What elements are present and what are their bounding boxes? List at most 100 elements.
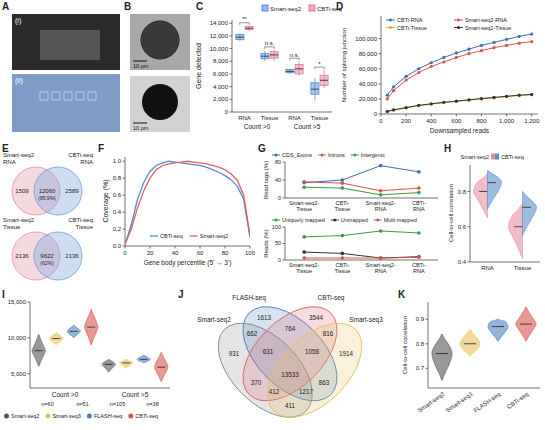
point bbox=[379, 256, 383, 260]
point bbox=[386, 110, 389, 113]
y-axis-title: Gene detected bbox=[195, 43, 202, 89]
point bbox=[518, 94, 521, 97]
x-tick bbox=[175, 246, 176, 249]
x-tick-label: 100 bbox=[245, 250, 256, 256]
violin bbox=[474, 174, 488, 218]
violin bbox=[85, 309, 98, 345]
point bbox=[480, 97, 483, 100]
y-axis-title: Read tags (%) bbox=[263, 161, 269, 199]
x-axis-title: Downsampled reads bbox=[430, 127, 490, 135]
legend-label: Introns bbox=[328, 152, 345, 158]
legend-swatch bbox=[495, 154, 499, 160]
y-tick bbox=[28, 373, 31, 374]
text-line: Tissue bbox=[76, 224, 94, 230]
point bbox=[417, 231, 421, 235]
violin bbox=[488, 319, 508, 341]
text-line: Smart-seq2 bbox=[3, 152, 35, 158]
photo-detail bbox=[64, 92, 72, 100]
set-label: CBTi-seqRNA bbox=[68, 152, 93, 165]
y-tick bbox=[426, 343, 429, 344]
text-line: RNA bbox=[413, 206, 425, 212]
text-line: RNA bbox=[375, 206, 387, 212]
y-tick-label: 8,000 bbox=[213, 58, 229, 64]
series-line bbox=[125, 161, 250, 244]
y-tick bbox=[230, 112, 233, 113]
text-line: RNA bbox=[80, 159, 93, 165]
point bbox=[430, 65, 433, 68]
y-axis bbox=[428, 302, 429, 388]
point bbox=[455, 100, 458, 103]
point bbox=[455, 51, 458, 54]
legend-marker bbox=[389, 26, 392, 29]
y-axis bbox=[30, 302, 31, 388]
box bbox=[261, 54, 269, 59]
legend-label: Uniquely mapped bbox=[282, 217, 325, 223]
region-count: 863 bbox=[319, 379, 330, 386]
text-line: CBTi-seq bbox=[68, 217, 93, 223]
legend-label: Smart-seq2 bbox=[270, 6, 302, 12]
y-axis-title: Reads (%) bbox=[263, 229, 269, 257]
y-tick-label: 20,000 bbox=[359, 96, 378, 102]
box bbox=[320, 75, 328, 85]
y-tick-label: 0.4 bbox=[458, 259, 467, 265]
legend-swatch bbox=[491, 154, 495, 160]
sig-bracket bbox=[265, 47, 275, 49]
y-tick bbox=[379, 68, 382, 69]
y-tick bbox=[28, 337, 31, 338]
y-tick-label: 10,000 bbox=[210, 46, 229, 52]
series-line bbox=[304, 252, 419, 258]
y-tick bbox=[28, 302, 31, 303]
violin bbox=[509, 204, 523, 259]
panel-letter: I bbox=[2, 289, 5, 300]
y-tick bbox=[230, 48, 233, 49]
text-line: CBTi-seq bbox=[68, 152, 93, 158]
y-tick bbox=[230, 35, 233, 36]
point bbox=[467, 52, 470, 55]
point bbox=[518, 35, 521, 38]
y-tick bbox=[230, 86, 233, 87]
point bbox=[341, 234, 345, 238]
photo-detail bbox=[40, 30, 100, 60]
point bbox=[467, 48, 470, 51]
box bbox=[286, 69, 294, 72]
violin bbox=[50, 333, 63, 345]
y-tick-label: 50 bbox=[275, 240, 281, 246]
median bbox=[245, 28, 253, 29]
scale-bar bbox=[133, 61, 147, 62]
x-axis bbox=[428, 388, 540, 389]
region-count: 2136 bbox=[15, 253, 29, 259]
y-tick-label: 60,000 bbox=[359, 66, 378, 72]
plot-area bbox=[32, 309, 168, 381]
x-tick-label: Count >5 bbox=[122, 391, 149, 398]
point bbox=[480, 97, 483, 100]
set-circle bbox=[34, 232, 82, 280]
point bbox=[480, 49, 483, 52]
set-label: CBTi-seqTissue bbox=[68, 217, 93, 230]
y-tick-label: 80,000 bbox=[359, 51, 378, 57]
x-tick-label: 1,200 bbox=[524, 118, 540, 124]
point bbox=[480, 44, 483, 47]
point bbox=[302, 256, 306, 260]
point bbox=[455, 100, 458, 103]
point bbox=[341, 186, 345, 190]
region-count: 816 bbox=[323, 330, 334, 337]
y-tick bbox=[123, 195, 126, 196]
point bbox=[386, 110, 389, 113]
legend-marker bbox=[275, 154, 278, 157]
violin bbox=[432, 334, 452, 381]
legend-marker bbox=[128, 414, 133, 419]
median bbox=[492, 326, 504, 327]
point bbox=[341, 252, 345, 256]
x-tick-label: 60 bbox=[197, 250, 204, 256]
y-tick bbox=[123, 246, 126, 247]
x-tick-label: CBTi-seq bbox=[506, 391, 530, 410]
x-tick-label: Smart-seq2-RNA bbox=[365, 262, 395, 274]
panel-letter: C bbox=[196, 1, 203, 12]
legend-label: Intergenic bbox=[361, 152, 385, 158]
legend-label: Smart-seq2-Tissue bbox=[465, 25, 511, 31]
x-tick bbox=[225, 246, 226, 249]
region-percent: (85.9%) bbox=[38, 195, 56, 201]
plot-area bbox=[125, 161, 250, 244]
photo-detail bbox=[76, 92, 84, 100]
point bbox=[302, 181, 306, 185]
